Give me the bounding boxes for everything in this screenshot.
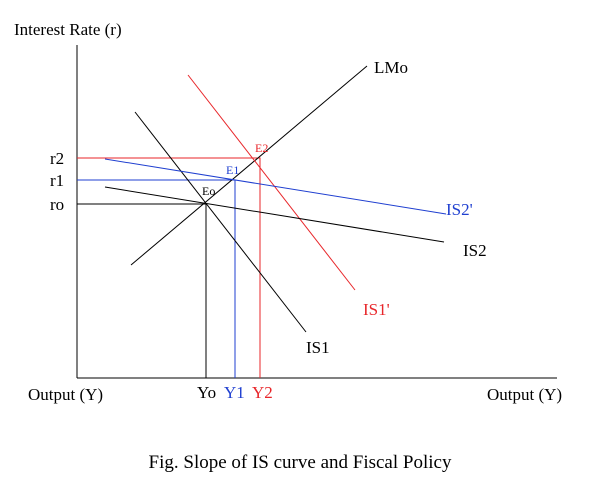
equilibrium-label: E2 — [255, 141, 268, 155]
is1-shifted-curve — [187, 74, 356, 291]
curve-label: LMo — [374, 58, 408, 77]
is2-curve — [104, 186, 445, 243]
output-label: Y2 — [252, 383, 273, 402]
curve-label: IS2' — [446, 200, 473, 219]
output-label: Yo — [197, 383, 216, 402]
rate-label: r1 — [50, 171, 64, 190]
equilibrium-label: Eo — [202, 184, 215, 198]
guide-r2-y2 — [77, 157, 261, 378]
x-axis-label: Output (Y) — [487, 385, 562, 404]
is2-shifted-curve — [104, 158, 447, 215]
curve-label: IS1' — [363, 300, 390, 319]
rate-label: ro — [50, 195, 64, 214]
y-axis-label: Interest Rate (r) — [14, 20, 122, 39]
lm-curve — [130, 65, 368, 266]
x-axis-label: Output (Y) — [28, 385, 103, 404]
is1-curve — [134, 111, 307, 333]
output-label: Y1 — [224, 383, 245, 402]
rate-label: r2 — [50, 149, 64, 168]
caption: Fig. Slope of IS curve and Fiscal Policy — [149, 452, 452, 473]
curve-label: IS1 — [306, 338, 330, 357]
equilibrium-label: E1 — [226, 163, 239, 177]
curve-label: IS2 — [463, 241, 487, 260]
